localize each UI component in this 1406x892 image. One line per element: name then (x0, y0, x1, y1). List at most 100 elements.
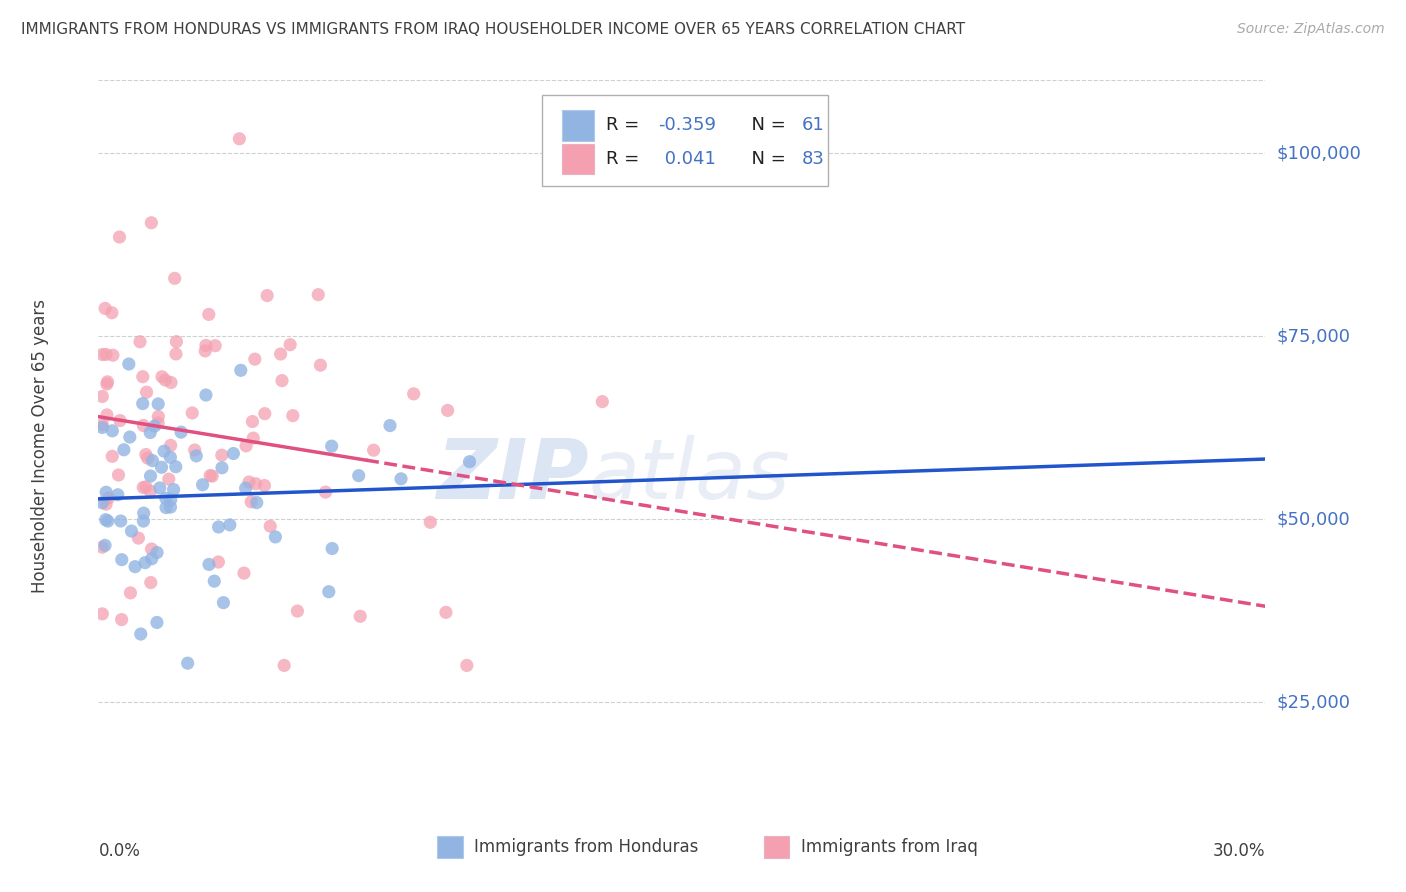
Point (181, 406, 204, 420)
Point (242, 431, 264, 445)
Point (165, 459, 187, 474)
Point (139, 484, 162, 499)
Point (389, 472, 412, 486)
Point (118, 430, 141, 444)
Point (233, 566, 256, 581)
Point (194, 338, 217, 352)
Point (96, 408, 118, 422)
Point (129, 627, 152, 641)
Text: IMMIGRANTS FROM HONDURAS VS IMMIGRANTS FROM IRAQ HOUSEHOLDER INCOME OVER 65 YEAR: IMMIGRANTS FROM HONDURAS VS IMMIGRANTS F… (21, 22, 965, 37)
Point (218, 517, 240, 532)
Point (434, 605, 457, 619)
Point (242, 415, 264, 429)
Point (271, 374, 294, 388)
Point (363, 443, 385, 458)
Point (132, 506, 155, 520)
Point (163, 271, 186, 285)
Text: Immigrants from Honduras: Immigrants from Honduras (474, 838, 699, 855)
Text: 83: 83 (801, 150, 825, 168)
Point (155, 373, 177, 387)
Point (170, 425, 193, 439)
Point (229, 363, 252, 377)
Point (150, 369, 173, 384)
Text: N =: N = (741, 150, 792, 168)
Point (591, 394, 613, 409)
Text: atlas: atlas (589, 434, 790, 516)
Point (141, 216, 163, 230)
Point (101, 450, 124, 464)
Point (281, 409, 304, 423)
Text: $50,000: $50,000 (1277, 510, 1350, 528)
Text: $75,000: $75,000 (1277, 327, 1351, 345)
Point (155, 500, 177, 515)
Point (211, 460, 233, 475)
Point (153, 444, 176, 458)
Point (159, 500, 181, 514)
Point (107, 468, 129, 483)
Point (349, 609, 371, 624)
Point (112, 442, 135, 457)
Point (94, 497, 117, 511)
Point (402, 387, 425, 401)
Point (162, 483, 184, 497)
Point (253, 407, 276, 421)
Text: Immigrants from Iraq: Immigrants from Iraq (801, 838, 977, 855)
Point (96, 377, 118, 392)
Point (108, 230, 131, 244)
Point (287, 604, 309, 618)
Point (159, 492, 181, 507)
Point (135, 448, 157, 462)
Point (132, 418, 155, 433)
Text: R =: R = (606, 117, 645, 135)
Point (149, 481, 172, 495)
Point (253, 478, 276, 492)
Point (141, 453, 163, 467)
Point (146, 416, 169, 430)
Text: $25,000: $25,000 (1277, 693, 1351, 711)
Text: Source: ZipAtlas.com: Source: ZipAtlas.com (1237, 22, 1385, 37)
Point (141, 541, 163, 556)
Point (235, 439, 257, 453)
Text: 0.0%: 0.0% (98, 842, 141, 860)
Point (212, 596, 235, 610)
Text: 61: 61 (801, 117, 825, 135)
Point (458, 455, 481, 469)
Point (243, 352, 266, 367)
Point (91, 389, 114, 403)
Point (91, 607, 114, 621)
Point (135, 385, 157, 400)
Point (159, 438, 181, 452)
Point (201, 469, 224, 483)
Point (256, 288, 278, 302)
Point (127, 531, 149, 545)
Point (91, 347, 114, 361)
Point (222, 446, 245, 460)
Point (155, 491, 177, 506)
Point (270, 347, 292, 361)
Point (309, 358, 332, 372)
Point (132, 396, 155, 410)
Point (235, 481, 257, 495)
Point (129, 334, 152, 349)
Point (132, 369, 155, 384)
Point (94, 485, 117, 500)
FancyBboxPatch shape (562, 144, 595, 175)
Point (191, 477, 214, 491)
Point (91, 540, 114, 554)
Point (139, 469, 162, 483)
Text: R =: R = (606, 150, 645, 168)
Point (307, 287, 329, 301)
Point (278, 337, 301, 351)
Point (139, 425, 162, 440)
Point (228, 132, 250, 146)
Point (211, 448, 233, 462)
Point (202, 574, 225, 588)
Point (148, 409, 170, 424)
Point (207, 555, 229, 569)
Point (120, 586, 142, 600)
Point (198, 468, 221, 483)
Point (118, 357, 141, 371)
Text: N =: N = (741, 117, 792, 135)
Point (183, 443, 205, 458)
Point (94, 301, 117, 316)
